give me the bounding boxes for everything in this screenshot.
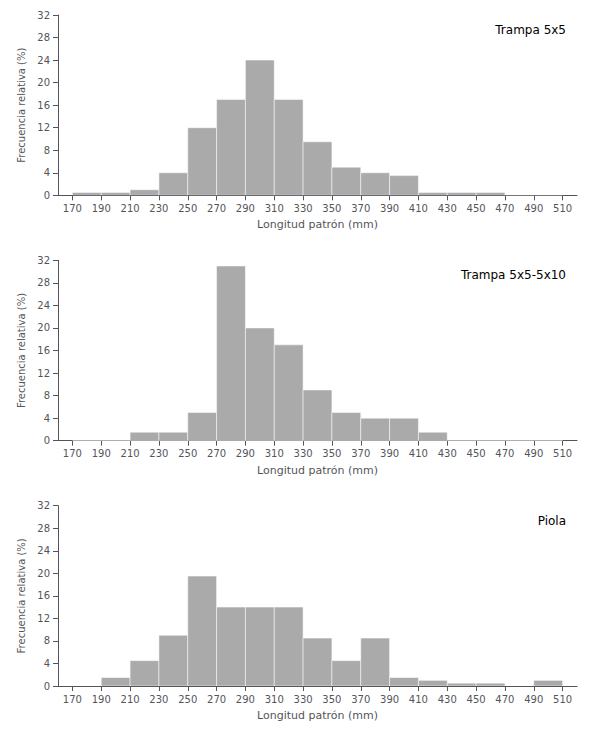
svg-text:16: 16 <box>37 590 50 601</box>
svg-text:250: 250 <box>178 203 197 214</box>
svg-text:350: 350 <box>322 203 341 214</box>
svg-text:20: 20 <box>37 322 50 333</box>
svg-text:210: 210 <box>121 203 140 214</box>
svg-text:510: 510 <box>553 203 572 214</box>
svg-text:470: 470 <box>495 448 514 459</box>
svg-text:170: 170 <box>63 694 82 705</box>
svg-text:390: 390 <box>380 694 399 705</box>
svg-text:490: 490 <box>524 448 543 459</box>
svg-text:470: 470 <box>495 694 514 705</box>
svg-text:20: 20 <box>37 568 50 579</box>
svg-text:28: 28 <box>37 32 50 43</box>
svg-text:Longitud patrón (mm): Longitud patrón (mm) <box>257 709 378 722</box>
svg-text:28: 28 <box>37 277 50 288</box>
svg-text:0: 0 <box>44 190 50 201</box>
svg-text:430: 430 <box>438 694 457 705</box>
svg-text:24: 24 <box>37 545 50 556</box>
svg-text:450: 450 <box>467 694 486 705</box>
svg-text:16: 16 <box>37 100 50 111</box>
svg-text:350: 350 <box>322 694 341 705</box>
svg-text:470: 470 <box>495 203 514 214</box>
svg-text:410: 410 <box>409 694 428 705</box>
svg-text:0: 0 <box>44 681 50 692</box>
svg-text:410: 410 <box>409 203 428 214</box>
svg-text:490: 490 <box>524 694 543 705</box>
svg-text:12: 12 <box>37 613 50 624</box>
svg-text:390: 390 <box>380 448 399 459</box>
svg-text:370: 370 <box>351 694 370 705</box>
svg-text:Frecuencia relativa (%): Frecuencia relativa (%) <box>16 538 27 653</box>
svg-text:270: 270 <box>207 694 226 705</box>
svg-text:4: 4 <box>44 413 50 424</box>
svg-text:8: 8 <box>44 635 50 646</box>
svg-text:310: 310 <box>265 694 284 705</box>
svg-text:4: 4 <box>44 167 50 178</box>
svg-text:32: 32 <box>37 255 50 266</box>
svg-text:32: 32 <box>37 10 50 21</box>
svg-text:510: 510 <box>553 448 572 459</box>
svg-text:12: 12 <box>37 122 50 133</box>
svg-text:510: 510 <box>553 694 572 705</box>
svg-text:270: 270 <box>207 203 226 214</box>
svg-text:0: 0 <box>44 435 50 446</box>
svg-text:450: 450 <box>467 448 486 459</box>
svg-text:290: 290 <box>236 203 255 214</box>
svg-text:Piola: Piola <box>538 514 566 528</box>
svg-text:190: 190 <box>92 203 111 214</box>
svg-text:250: 250 <box>178 694 197 705</box>
svg-text:24: 24 <box>37 300 50 311</box>
svg-text:4: 4 <box>44 658 50 669</box>
svg-text:170: 170 <box>63 448 82 459</box>
svg-text:270: 270 <box>207 448 226 459</box>
svg-text:370: 370 <box>351 203 370 214</box>
svg-text:230: 230 <box>149 203 168 214</box>
svg-text:330: 330 <box>294 203 313 214</box>
svg-text:290: 290 <box>236 448 255 459</box>
svg-text:410: 410 <box>409 448 428 459</box>
svg-text:Frecuencia relativa (%): Frecuencia relativa (%) <box>16 293 27 408</box>
svg-text:310: 310 <box>265 448 284 459</box>
svg-text:190: 190 <box>92 694 111 705</box>
svg-text:12: 12 <box>37 368 50 379</box>
svg-text:8: 8 <box>44 145 50 156</box>
svg-text:28: 28 <box>37 523 50 534</box>
svg-text:230: 230 <box>149 448 168 459</box>
svg-text:190: 190 <box>92 448 111 459</box>
svg-text:210: 210 <box>121 448 140 459</box>
svg-text:20: 20 <box>37 77 50 88</box>
svg-text:310: 310 <box>265 203 284 214</box>
svg-text:390: 390 <box>380 203 399 214</box>
svg-text:250: 250 <box>178 448 197 459</box>
svg-text:350: 350 <box>322 448 341 459</box>
svg-text:490: 490 <box>524 203 543 214</box>
svg-text:24: 24 <box>37 55 50 66</box>
svg-text:Longitud patrón (mm): Longitud patrón (mm) <box>257 464 378 477</box>
svg-text:Longitud patrón (mm): Longitud patrón (mm) <box>257 218 378 231</box>
svg-text:Frecuencia relativa (%): Frecuencia relativa (%) <box>16 47 27 162</box>
svg-text:210: 210 <box>121 694 140 705</box>
svg-text:170: 170 <box>63 203 82 214</box>
svg-text:8: 8 <box>44 390 50 401</box>
svg-text:370: 370 <box>351 448 370 459</box>
svg-text:Trampa 5x5-5x10: Trampa 5x5-5x10 <box>460 268 566 282</box>
svg-text:430: 430 <box>438 448 457 459</box>
svg-text:16: 16 <box>37 345 50 356</box>
svg-text:32: 32 <box>37 500 50 511</box>
svg-text:230: 230 <box>149 694 168 705</box>
svg-text:330: 330 <box>294 694 313 705</box>
svg-text:430: 430 <box>438 203 457 214</box>
svg-text:Trampa 5x5: Trampa 5x5 <box>494 23 566 37</box>
svg-text:330: 330 <box>294 448 313 459</box>
svg-text:290: 290 <box>236 694 255 705</box>
svg-text:450: 450 <box>467 203 486 214</box>
